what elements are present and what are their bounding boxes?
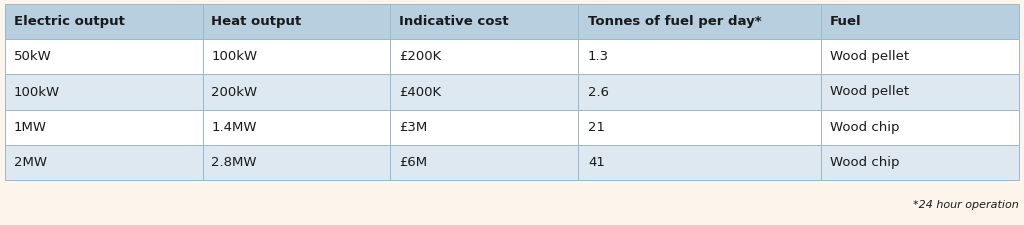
Text: Electric output: Electric output [14, 15, 125, 28]
Bar [5, 74, 203, 110]
Bar [821, 110, 1019, 145]
Text: 100kW: 100kW [211, 50, 258, 63]
Text: 2.8MW: 2.8MW [211, 156, 257, 169]
Text: 1.3: 1.3 [588, 50, 609, 63]
Text: £400K: £400K [399, 86, 441, 99]
Text: Indicative cost: Indicative cost [399, 15, 509, 28]
Text: 1.4MW: 1.4MW [211, 121, 257, 134]
Text: 1MW: 1MW [14, 121, 47, 134]
Text: *24 hour operation: *24 hour operation [913, 200, 1019, 210]
Bar [203, 4, 390, 39]
Bar [5, 145, 203, 180]
Bar [390, 4, 578, 39]
Text: Wood chip: Wood chip [830, 121, 900, 134]
Text: 100kW: 100kW [14, 86, 60, 99]
Bar [5, 110, 203, 145]
Text: 21: 21 [588, 121, 605, 134]
Bar [578, 39, 821, 74]
Bar [203, 110, 390, 145]
Text: Wood chip: Wood chip [830, 156, 900, 169]
Bar [5, 39, 203, 74]
Bar [203, 74, 390, 110]
Text: Wood pellet: Wood pellet [830, 86, 909, 99]
Text: Tonnes of fuel per day*: Tonnes of fuel per day* [588, 15, 762, 28]
Bar [578, 4, 821, 39]
Text: Heat output: Heat output [211, 15, 302, 28]
Text: £3M: £3M [399, 121, 427, 134]
Bar [203, 145, 390, 180]
Text: £6M: £6M [399, 156, 427, 169]
Bar [821, 74, 1019, 110]
Text: 200kW: 200kW [211, 86, 258, 99]
Text: 50kW: 50kW [14, 50, 51, 63]
Bar [578, 145, 821, 180]
Text: Wood pellet: Wood pellet [830, 50, 909, 63]
Bar [821, 4, 1019, 39]
Bar [5, 4, 203, 39]
Bar [390, 74, 578, 110]
Bar [578, 74, 821, 110]
Bar [821, 145, 1019, 180]
Bar [203, 39, 390, 74]
Text: Fuel: Fuel [830, 15, 862, 28]
Bar [390, 39, 578, 74]
Text: 41: 41 [588, 156, 605, 169]
Bar [390, 110, 578, 145]
Bar [390, 145, 578, 180]
Bar [821, 39, 1019, 74]
Bar [578, 110, 821, 145]
Text: £200K: £200K [399, 50, 441, 63]
Text: 2MW: 2MW [14, 156, 47, 169]
Text: 2.6: 2.6 [588, 86, 609, 99]
